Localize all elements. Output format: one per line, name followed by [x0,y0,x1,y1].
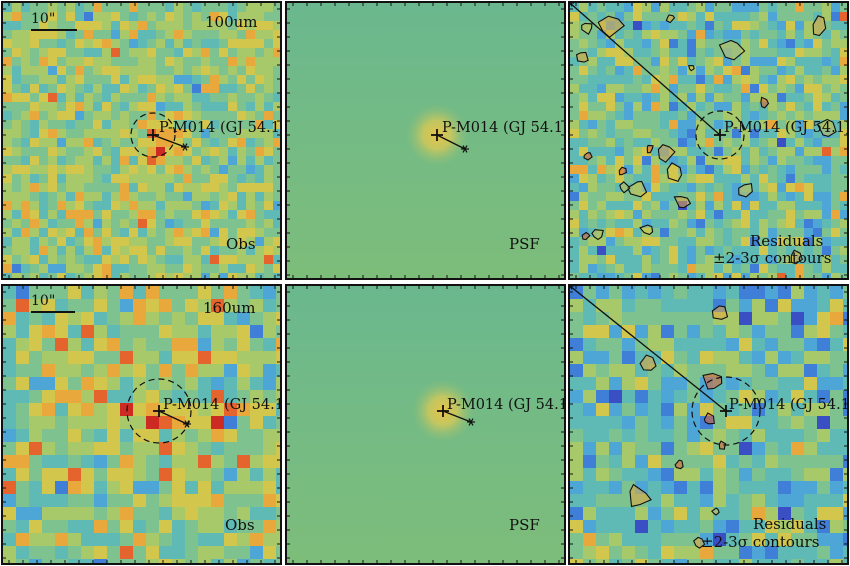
panel-label: Residuals [753,515,827,533]
panel-residuals-160um: P-M014 (GJ 54.1) Residuals ±2-3σ contour… [568,284,849,565]
band-label: 160um [203,299,256,317]
panel-label: PSF [509,235,540,253]
panel-psf-100um: P-M014 (GJ 54.1) PSF [285,1,566,280]
obs-100um-image [3,3,280,278]
source-label: P-M014 (GJ 54.1) [442,120,566,136]
source-label: P-M014 (GJ 54.1) [447,397,566,413]
panel-sublabel: ±2-3σ contours [713,249,832,267]
panel-label: PSF [509,516,540,534]
obs-160um-image [3,286,280,563]
panel-label: Obs [226,235,256,253]
scale-label: 10" [31,293,56,309]
panel-residuals-100um: P-M014 (GJ 54.1) Residuals ±2-3σ contour… [568,1,849,280]
panel-label: Obs [225,516,255,534]
source-label: P-M014 (GJ 54.1) [729,397,849,413]
psf-100um-image [287,3,564,278]
source-label: P-M014 (GJ 54.1) [163,397,282,413]
scale-label: 10" [31,11,56,27]
psf-160um-image [287,286,564,563]
panel-obs-100um: 10" 100um P-M014 (GJ 54.1) Obs [1,1,282,280]
source-label: P-M014 (GJ 54.1) [159,120,282,136]
panel-sublabel: ±2-3σ contours [701,533,820,551]
scale-bar [31,311,75,313]
panel-obs-160um: 10" 160um P-M014 (GJ 54.1) Obs [1,284,282,565]
residuals-160um-image [570,286,847,563]
panel-psf-160um: P-M014 (GJ 54.1) PSF [285,284,566,565]
scale-bar [31,29,77,31]
panel-label: Residuals [750,232,824,250]
band-label: 100um [205,13,258,31]
source-label: P-M014 (GJ 54.1) [724,120,849,136]
residuals-100um-image [570,3,847,278]
